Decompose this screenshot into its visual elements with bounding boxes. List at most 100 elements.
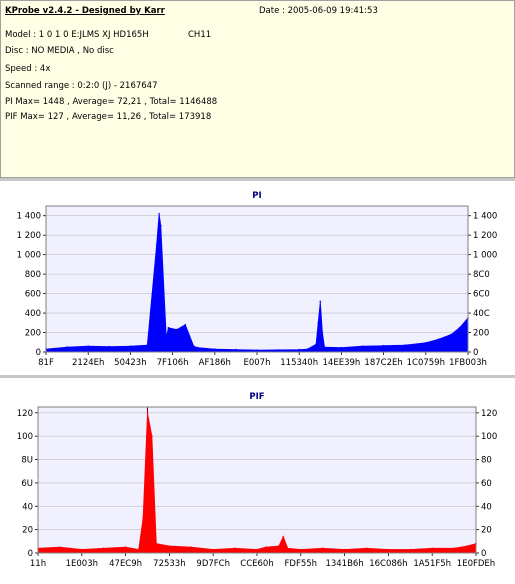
x-tick-label: 1FB003h bbox=[449, 358, 487, 368]
x-tick-label: 14EE39h bbox=[323, 358, 361, 368]
y-tick-label-right: 20 bbox=[481, 526, 492, 536]
data-point bbox=[146, 344, 149, 346]
x-tick-label: CCE60h bbox=[240, 559, 273, 569]
y-tick-label-right: 40 bbox=[481, 502, 492, 512]
data-point bbox=[387, 548, 390, 551]
y-tick-label-right: 60 bbox=[481, 479, 492, 489]
data-point bbox=[190, 546, 193, 548]
data-point bbox=[124, 546, 127, 548]
y-tick-label-right: 1 000 bbox=[473, 251, 497, 261]
separator-1 bbox=[0, 178, 515, 181]
data-point bbox=[306, 348, 309, 350]
data-point bbox=[317, 322, 320, 324]
y-tick-label-right: 6C0 bbox=[473, 290, 490, 300]
pif-chart-panel: PIF 0 0 20 20 40 40 6U 60 8U 80 100 100 120 120 11h 1E00… bbox=[0, 378, 515, 580]
data-point bbox=[108, 345, 111, 348]
y-tick-label: 120 bbox=[17, 409, 33, 419]
y-tick-label: 800 bbox=[25, 270, 41, 280]
x-tick-label: FDF55h bbox=[285, 559, 318, 569]
data-point bbox=[256, 548, 258, 551]
data-point bbox=[212, 548, 214, 551]
data-point bbox=[321, 547, 324, 550]
y-tick-label: 1 200 bbox=[17, 231, 41, 241]
x-tick-label: 81F bbox=[38, 358, 54, 368]
data-point bbox=[298, 348, 301, 351]
y-tick-label-right: 100 bbox=[481, 432, 497, 442]
data-point bbox=[319, 300, 322, 303]
data-point bbox=[315, 343, 317, 345]
y-tick-label: 1 400 bbox=[17, 212, 41, 222]
data-point bbox=[176, 328, 178, 331]
data-point bbox=[361, 345, 364, 347]
x-tick-label: 1E003h bbox=[66, 559, 98, 569]
data-point bbox=[158, 213, 160, 215]
app-title: KProbe v2.4.2 - Designed by Karr bbox=[5, 6, 165, 16]
y-tick-label-right: 1 400 bbox=[473, 212, 497, 222]
x-tick-label: E007h bbox=[244, 358, 271, 368]
y-tick-label: 0 bbox=[28, 549, 33, 559]
x-tick-label: 1A51F5h bbox=[413, 559, 451, 569]
y-tick-label-right: 0 bbox=[473, 348, 478, 358]
pif-chart: PIF 0 0 20 20 40 40 6U 60 8U 80 100 100 120 120 11h 1E00… bbox=[17, 392, 497, 569]
data-point bbox=[129, 345, 132, 347]
data-point bbox=[409, 548, 412, 551]
data-point bbox=[282, 535, 285, 538]
range-line: Scanned range : 0:2:0 (J) - 2167647 bbox=[5, 81, 158, 91]
series-area bbox=[37, 412, 477, 554]
data-point bbox=[340, 346, 343, 349]
y-tick-label: 6U bbox=[21, 479, 33, 489]
y-tick-label-right: 120 bbox=[481, 409, 497, 419]
y-tick-label-right: 80 bbox=[481, 456, 492, 466]
channel-label: CH11 bbox=[188, 30, 212, 40]
data-point bbox=[142, 517, 144, 519]
plot-area bbox=[37, 406, 477, 554]
data-point bbox=[155, 244, 158, 246]
data-point bbox=[234, 547, 236, 550]
x-tick-label: 1341B6h bbox=[325, 559, 363, 569]
data-point bbox=[425, 342, 427, 344]
data-point bbox=[277, 349, 279, 351]
data-point bbox=[458, 326, 461, 329]
data-point bbox=[87, 345, 89, 347]
data-point bbox=[300, 548, 302, 551]
x-tick-label: 9D7FCh bbox=[196, 559, 230, 569]
data-point bbox=[146, 412, 149, 414]
data-point bbox=[168, 545, 171, 547]
y-tick-label-right: 200 bbox=[473, 329, 489, 339]
y-tick-label-right: 8C0 bbox=[473, 270, 490, 280]
y-tick-label: 40 bbox=[22, 502, 33, 512]
x-tick-label: 50423h bbox=[114, 358, 146, 368]
y-tick-label: 20 bbox=[22, 526, 33, 536]
x-tick-label: 115340h bbox=[280, 358, 318, 368]
data-point bbox=[431, 547, 434, 550]
plot-area bbox=[45, 205, 469, 353]
series-area bbox=[45, 213, 469, 353]
data-point bbox=[403, 344, 406, 346]
x-tick-label: 16C086h bbox=[369, 559, 407, 569]
pif-stats-line: PIF Max= 127 , Average= 11,26 , Total= 1… bbox=[5, 112, 212, 122]
y-tick-label: 100 bbox=[17, 432, 33, 442]
x-tick-label: 72533h bbox=[153, 559, 185, 569]
data-point bbox=[321, 331, 324, 334]
chart-title: PI bbox=[252, 191, 261, 201]
chart-title: PIF bbox=[249, 392, 264, 402]
data-point bbox=[365, 547, 368, 550]
data-point bbox=[214, 348, 216, 350]
info-panel: KProbe v2.4.2 - Designed by Karr Date : … bbox=[0, 0, 515, 178]
x-tick-label: AF186h bbox=[199, 358, 231, 368]
data-point bbox=[453, 547, 455, 550]
y-tick-label: 0 bbox=[36, 348, 41, 358]
data-point bbox=[59, 546, 61, 548]
separator-2 bbox=[0, 375, 515, 378]
disc-line: Disc : NO MEDIA , No disc bbox=[5, 46, 114, 56]
data-point bbox=[286, 547, 289, 550]
y-tick-label-right: 40C bbox=[473, 309, 490, 319]
y-tick-label: 8U bbox=[21, 456, 33, 466]
data-point bbox=[167, 326, 170, 329]
data-point bbox=[102, 547, 105, 550]
plot-frame bbox=[45, 205, 469, 353]
data-point bbox=[256, 349, 258, 351]
data-point bbox=[184, 323, 187, 326]
scan-date: Date : 2005-06-09 19:41:53 bbox=[259, 6, 378, 16]
x-tick-label: 187C2Eh bbox=[364, 358, 402, 368]
